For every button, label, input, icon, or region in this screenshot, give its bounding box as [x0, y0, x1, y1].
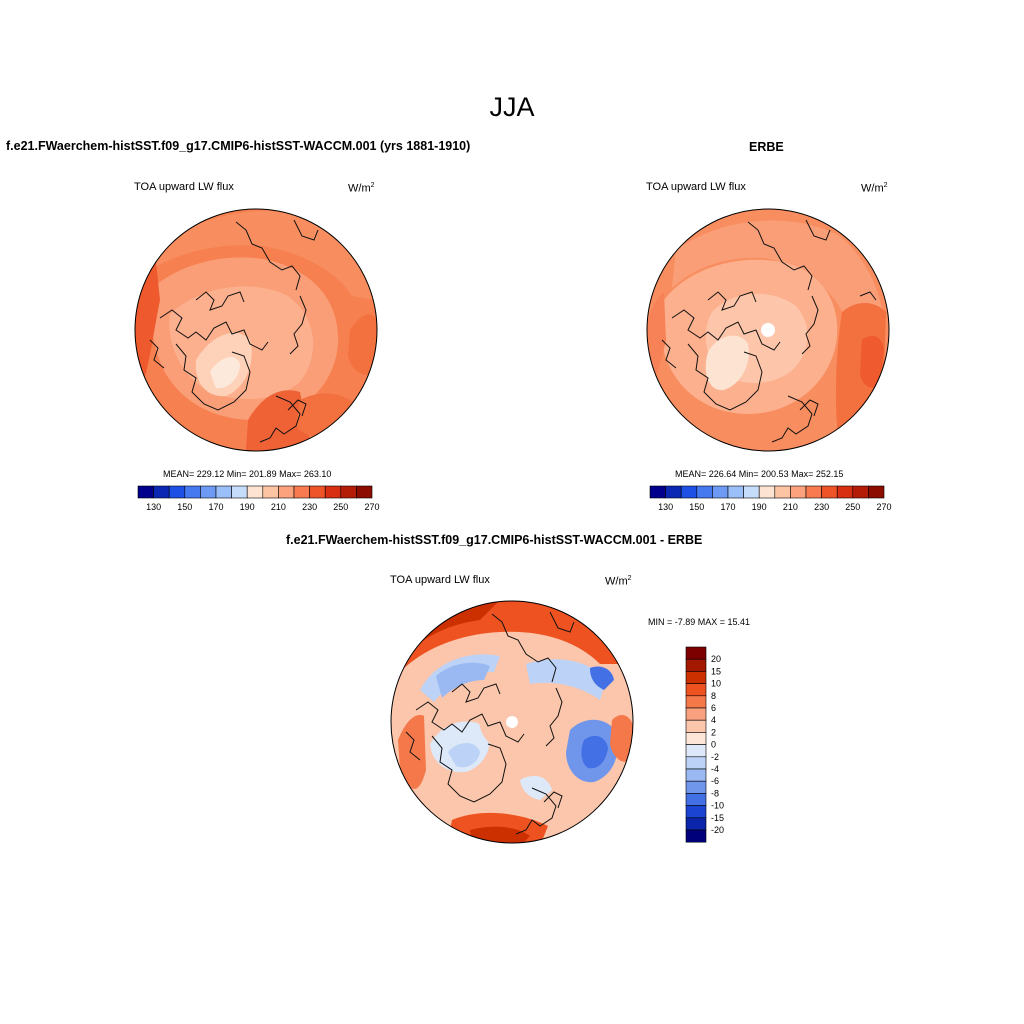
model-polar-map — [134, 208, 378, 452]
model-colorbar-swatch — [137, 485, 154, 499]
obs-colorbar-tick-label: 250 — [845, 502, 860, 512]
obs-colorbar-swatch — [696, 485, 713, 499]
diff-colorbar-label: -2 — [711, 752, 719, 762]
diff-colorbar-label: 15 — [711, 666, 721, 676]
diff-colorbar-swatch — [685, 707, 707, 721]
diff-colorbar-swatch — [685, 719, 707, 733]
model-colorbar-swatch — [262, 485, 279, 499]
model-stats: MEAN= 229.12 Min= 201.89 Max= 263.10 — [163, 469, 332, 479]
model-colorbar-tick-label: 130 — [146, 502, 161, 512]
model-colorbar-swatch — [153, 485, 170, 499]
model-colorbar-swatch — [231, 485, 248, 499]
model-colorbar-swatch — [340, 485, 357, 499]
obs-panel-title: ERBE — [749, 140, 784, 154]
diff-colorbar-label: -15 — [711, 813, 724, 823]
obs-colorbar-swatch — [712, 485, 729, 499]
diff-colorbar-swatch — [685, 805, 707, 819]
model-colorbar: 130 150 170 190 210 230 250 270 — [137, 485, 380, 512]
obs-colorbar-tick-label: 190 — [752, 502, 767, 512]
model-colorbar-swatch — [246, 485, 264, 499]
figure-title: JJA — [489, 92, 535, 122]
diff-colorbar-swatch — [685, 695, 707, 709]
obs-polar-map — [646, 208, 890, 452]
obs-stats: MEAN= 226.64 Min= 200.53 Max= 252.15 — [675, 469, 844, 479]
model-colorbar-tick-label: 190 — [240, 502, 255, 512]
diff-panel-title: f.e21.FWaerchem-histSST.f09_g17.CMIP6-hi… — [286, 533, 703, 547]
obs-colorbar-tick-label: 150 — [689, 502, 704, 512]
diff-colorbar-label: 4 — [711, 715, 716, 725]
model-colorbar-swatch — [200, 485, 217, 499]
diff-colorbar-label: 6 — [711, 703, 716, 713]
obs-colorbar-swatch — [790, 485, 807, 499]
model-colorbar-tick-label: 230 — [302, 502, 317, 512]
diff-units: W/m2 — [605, 575, 632, 588]
obs-colorbar-swatch — [868, 485, 885, 499]
diff-colorbar-swatch — [685, 768, 707, 782]
diff-colorbar-label: -8 — [711, 788, 719, 798]
model-colorbar-swatch — [184, 485, 201, 499]
obs-colorbar-swatch — [758, 485, 776, 499]
diff-polar-map — [390, 600, 634, 844]
obs-variable-label: TOA upward LW flux — [646, 181, 746, 193]
diff-colorbar-swatch — [685, 671, 707, 684]
diff-colorbar-swatch — [685, 732, 707, 745]
obs-colorbar-swatch — [649, 485, 666, 499]
diff-colorbar-label: -20 — [711, 825, 724, 835]
obs-colorbar-swatch — [665, 485, 682, 499]
diff-colorbar-swatch — [685, 744, 707, 758]
diff-colorbar-label: 10 — [711, 679, 721, 689]
diff-colorbar-swatch — [685, 756, 707, 770]
diff-colorbar-label: -10 — [711, 801, 724, 811]
obs-colorbar-swatch — [774, 485, 791, 499]
diff-colorbar-label: 2 — [711, 727, 716, 737]
diff-colorbar-swatch — [685, 780, 707, 794]
diff-colorbar-swatch — [685, 829, 707, 843]
model-panel-title: f.e21.FWaerchem-histSST.f09_g17.CMIP6-hi… — [6, 139, 471, 153]
obs-colorbar-tick-label: 210 — [783, 502, 798, 512]
diff-stats: MIN = -7.89 MAX = 15.41 — [648, 617, 751, 627]
obs-colorbar: 130 150 170 190 210 230 250 270 — [649, 485, 892, 512]
model-colorbar-swatch — [309, 485, 326, 499]
obs-colorbar-swatch — [821, 485, 838, 499]
model-colorbar-swatch — [278, 485, 295, 499]
model-colorbar-tick-label: 150 — [177, 502, 192, 512]
obs-colorbar-swatch — [680, 485, 698, 499]
diff-colorbar-swatch — [685, 793, 707, 806]
obs-colorbar-tick-label: 130 — [658, 502, 673, 512]
obs-colorbar-swatch — [743, 485, 760, 499]
model-colorbar-swatch — [168, 485, 186, 499]
obs-colorbar-tick-label: 270 — [876, 502, 891, 512]
obs-colorbar-tick-label: 170 — [720, 502, 735, 512]
diff-colorbar-swatch — [685, 683, 707, 697]
model-colorbar-swatch — [215, 485, 232, 499]
obs-colorbar-swatch — [805, 485, 822, 499]
obs-colorbar-swatch — [727, 485, 744, 499]
obs-colorbar-tick-label: 230 — [814, 502, 829, 512]
model-variable-label: TOA upward LW flux — [134, 181, 234, 193]
model-colorbar-swatch — [356, 485, 373, 499]
diff-colorbar-label: 8 — [711, 691, 716, 701]
model-units: W/m2 — [348, 182, 375, 195]
obs-colorbar-swatch — [852, 485, 869, 499]
obs-units: W/m2 — [861, 182, 888, 195]
diff-variable-label: TOA upward LW flux — [390, 574, 490, 586]
model-colorbar-tick-label: 210 — [271, 502, 286, 512]
obs-colorbar-swatch — [836, 485, 854, 499]
diff-colorbar-label: 0 — [711, 740, 716, 750]
diff-colorbar-label: -4 — [711, 764, 719, 774]
model-colorbar-tick-label: 270 — [364, 502, 379, 512]
diff-colorbar-label: -6 — [711, 776, 719, 786]
model-colorbar-swatch — [293, 485, 310, 499]
model-colorbar-tick-label: 250 — [333, 502, 348, 512]
model-colorbar-swatch — [324, 485, 342, 499]
diff-colorbar-swatch — [685, 658, 707, 672]
diff-colorbar-swatch — [685, 646, 707, 660]
model-colorbar-tick-label: 170 — [208, 502, 223, 512]
diff-colorbar-swatch — [685, 817, 707, 831]
diff-colorbar-label: 20 — [711, 654, 721, 664]
